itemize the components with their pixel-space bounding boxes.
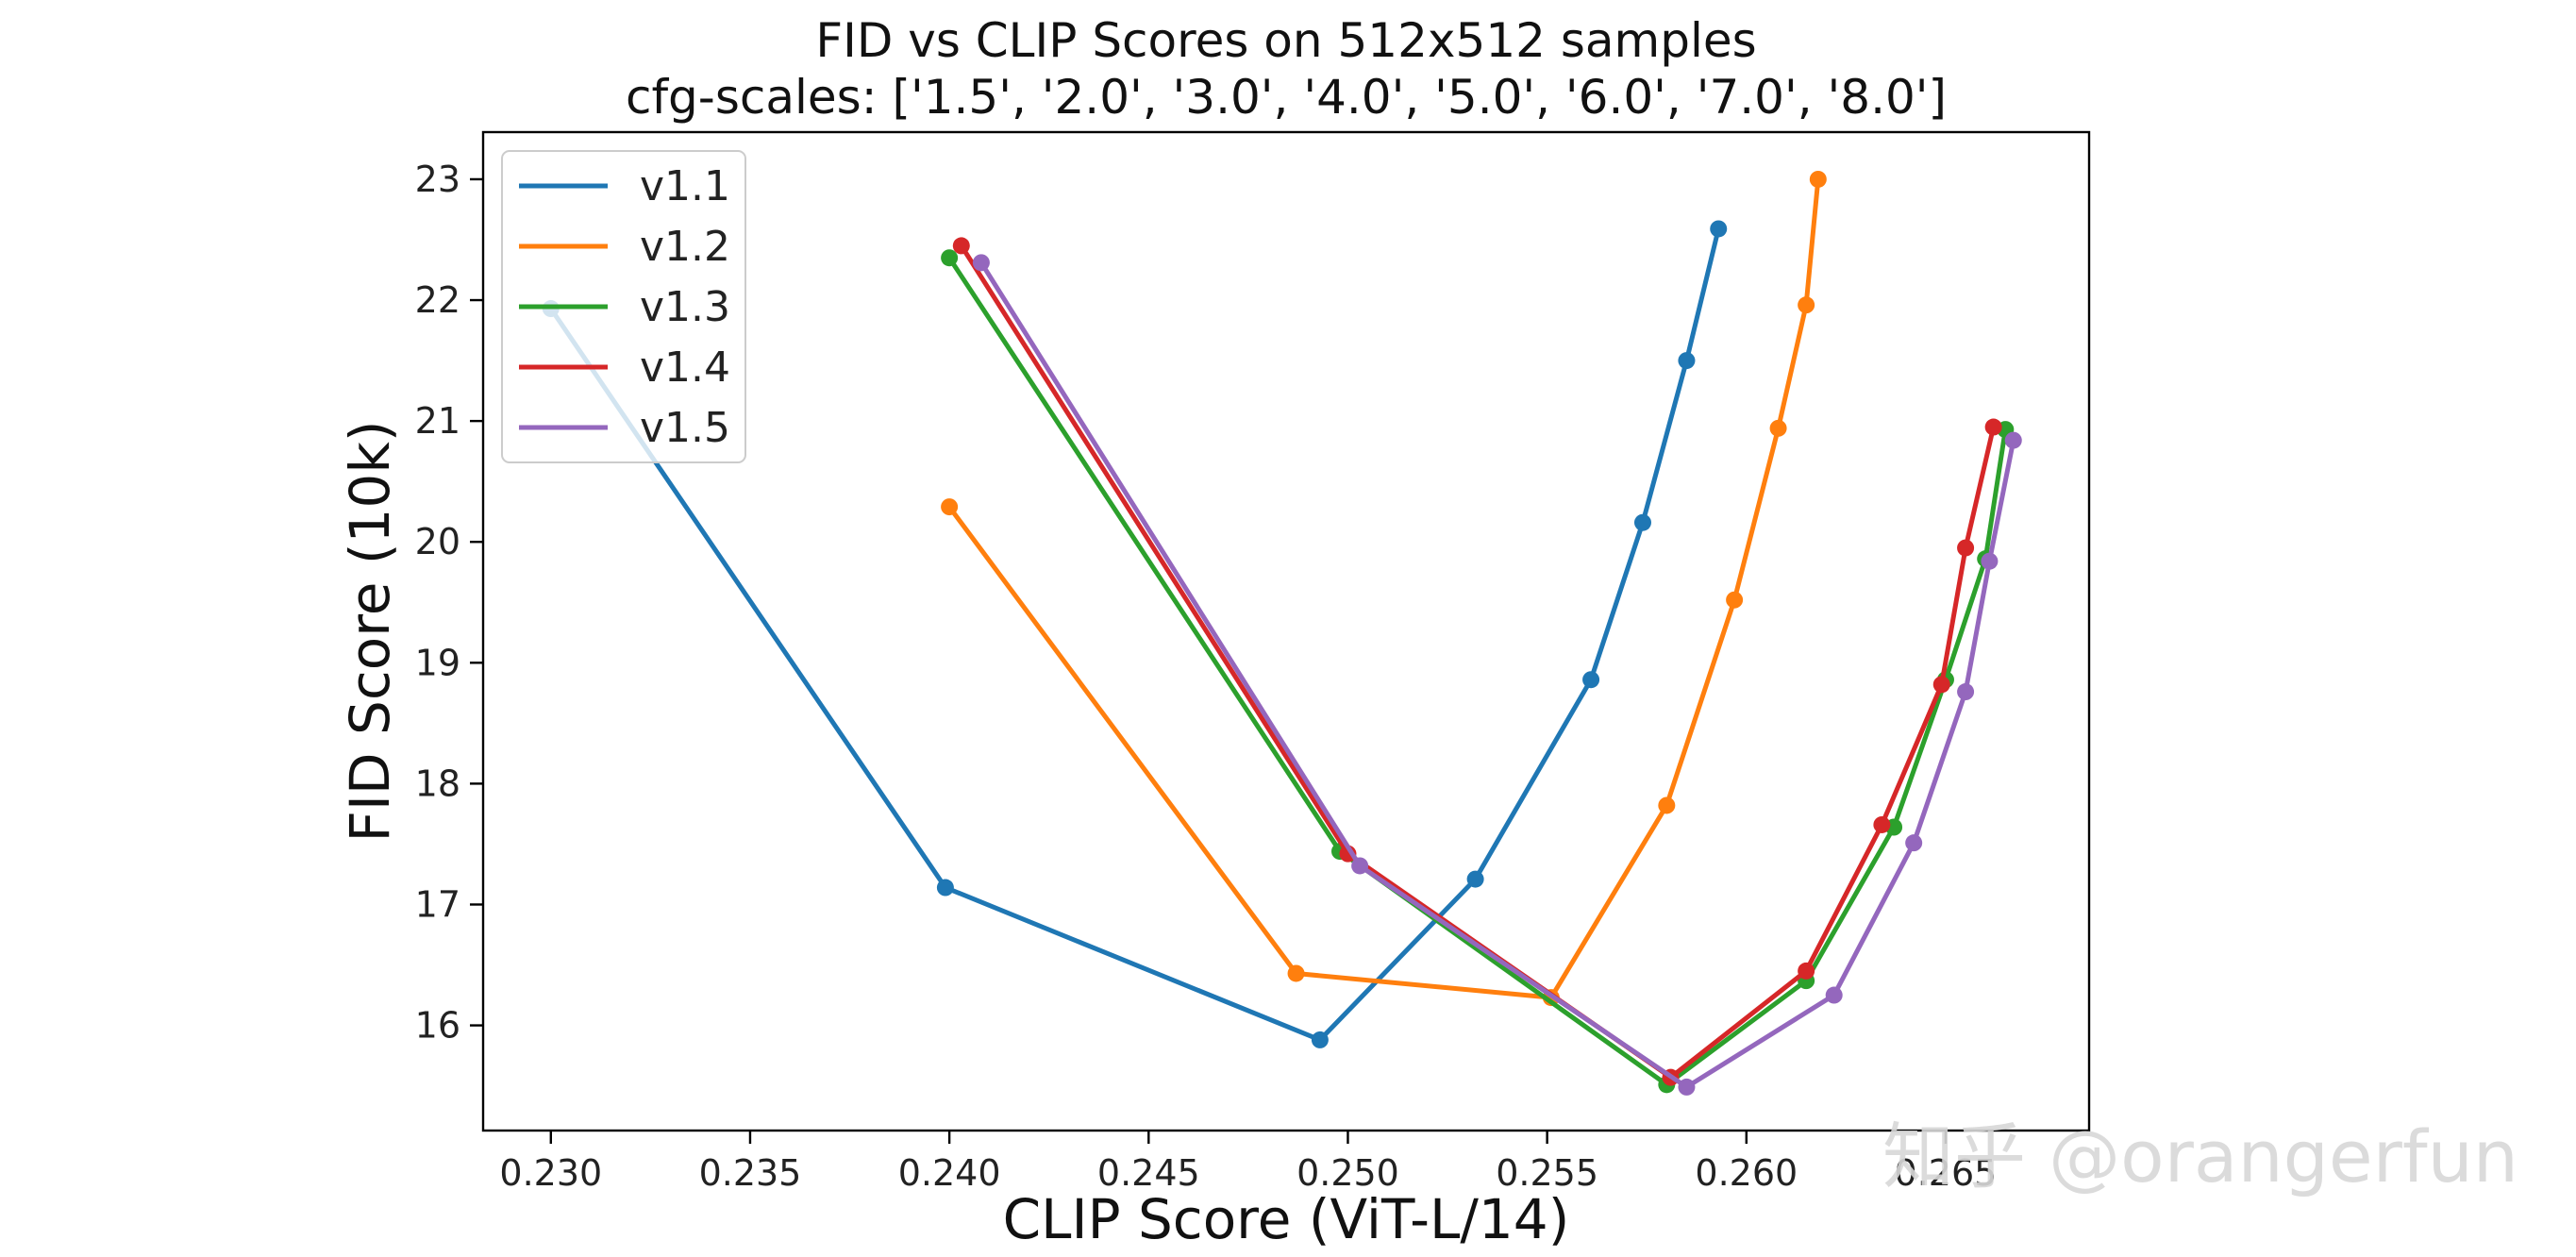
- plot-series: [542, 170, 2022, 1096]
- x-axis: 0.230 0.235 0.240 0.245 0.250 0.255 0.260 0.265: [499, 1131, 1997, 1194]
- y-tick-label: 23: [415, 159, 460, 200]
- data-point-v1.5: [972, 254, 990, 272]
- legend: v1.1 v1.2 v1.3 v1.4 v1.5: [501, 150, 746, 463]
- legend-label-v1.4: v1.4: [640, 344, 730, 392]
- legend-label-v1.5: v1.5: [640, 404, 730, 452]
- x-tick-label: 0.230: [499, 1152, 602, 1194]
- chart-title: FID vs CLIP Scores on 512x512 samples: [815, 13, 1756, 68]
- series-line-v1.4: [959, 244, 1997, 1081]
- legend-box: [501, 150, 746, 463]
- x-tick-label: 0.265: [1895, 1152, 1998, 1194]
- series-line-v1.5: [979, 260, 2016, 1090]
- data-point-v1.2: [1798, 296, 1815, 314]
- series-line-v1.1: [548, 227, 1721, 1043]
- data-point-v1.1: [1311, 1031, 1329, 1048]
- data-point-v1.5: [1825, 986, 1843, 1004]
- data-point-v1.1: [1678, 352, 1696, 370]
- y-axis-title: FID Score (10k): [338, 420, 402, 842]
- data-point-v1.2: [1726, 591, 1744, 609]
- data-point-v1.5: [1351, 857, 1369, 875]
- data-point-v1.1: [1466, 870, 1484, 888]
- data-point-v1.5: [1905, 834, 1923, 852]
- data-point-v1.2: [941, 498, 959, 516]
- series-line-v1.2: [947, 178, 1821, 1000]
- y-tick-label: 22: [415, 279, 460, 321]
- data-point-v1.3: [941, 249, 959, 267]
- data-point-v1.5: [1678, 1078, 1696, 1096]
- x-axis-title: CLIP Score (ViT-L/14): [1003, 1187, 1570, 1251]
- data-point-v1.2: [1287, 964, 1305, 982]
- legend-label-v1.2: v1.2: [640, 223, 730, 271]
- y-tick-label: 16: [415, 1005, 460, 1047]
- series-line-v1.3: [947, 256, 2008, 1087]
- plot-frame: [481, 130, 2091, 1132]
- data-point-v1.2: [1809, 170, 1827, 188]
- x-tick-label: 0.255: [1496, 1152, 1598, 1194]
- data-point-v1.4: [1932, 676, 1950, 694]
- data-point-v1.1: [1633, 513, 1651, 531]
- y-tick-label: 18: [415, 763, 460, 804]
- x-tick-label: 0.245: [1097, 1152, 1200, 1194]
- data-point-v1.4: [1984, 418, 2002, 436]
- data-point-v1.4: [1957, 539, 1975, 557]
- y-tick-label: 19: [415, 642, 460, 683]
- y-tick-label: 17: [415, 883, 460, 925]
- data-point-v1.1: [1710, 220, 1728, 238]
- data-point-v1.5: [1981, 552, 1999, 570]
- x-tick-label: 0.235: [699, 1152, 802, 1194]
- x-tick-label: 0.240: [898, 1152, 1001, 1194]
- data-point-v1.4: [952, 237, 970, 255]
- chart-subtitle: cfg-scales: ['1.5', '2.0', '3.0', '4.0',…: [626, 70, 1947, 125]
- x-tick-label: 0.250: [1296, 1152, 1399, 1194]
- data-point-v1.1: [1582, 671, 1600, 689]
- data-point-v1.5: [1957, 683, 1975, 701]
- data-point-v1.1: [936, 879, 954, 897]
- x-tick-label: 0.260: [1695, 1152, 1798, 1194]
- legend-label-v1.1: v1.1: [640, 162, 730, 210]
- watermark: 知乎 @orangerfun: [1882, 1115, 2518, 1198]
- data-point-v1.4: [1798, 962, 1815, 980]
- y-tick-label: 21: [415, 400, 460, 442]
- y-axis: 16 17 18 19 20 21 22 23: [415, 159, 483, 1047]
- y-tick-label: 20: [415, 521, 460, 562]
- data-point-v1.2: [1769, 419, 1787, 437]
- data-point-v1.5: [2004, 431, 2022, 449]
- data-point-v1.2: [1658, 796, 1676, 814]
- legend-label-v1.3: v1.3: [640, 283, 730, 331]
- data-point-v1.4: [1873, 815, 1891, 833]
